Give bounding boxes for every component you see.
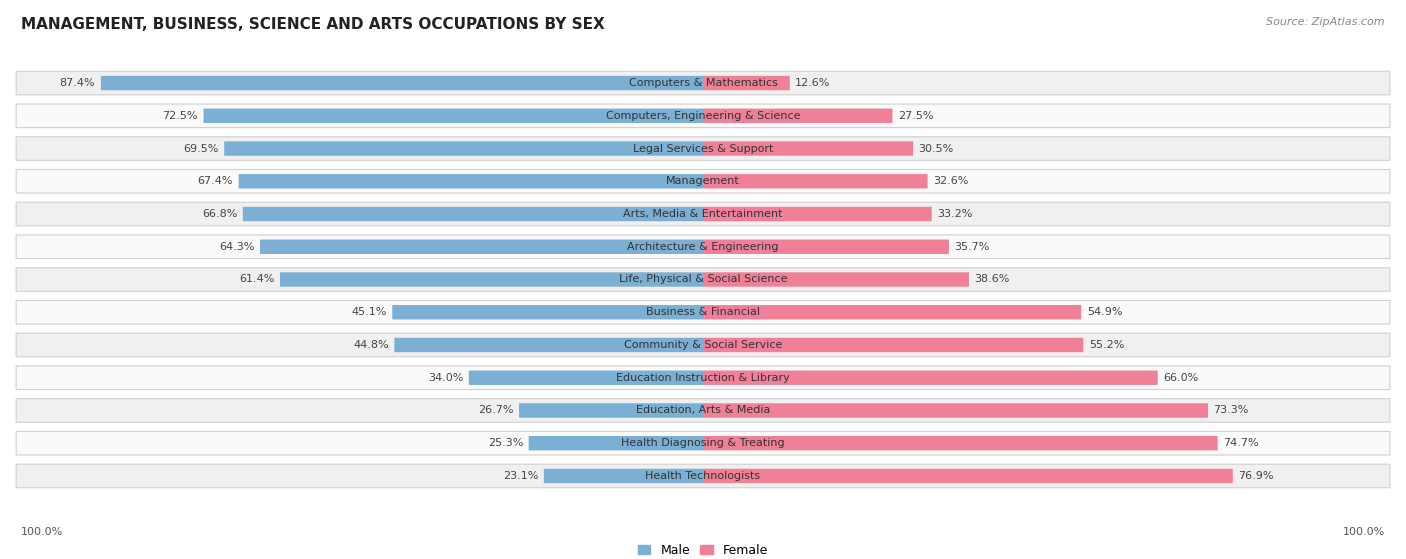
- Text: Life, Physical & Social Science: Life, Physical & Social Science: [619, 274, 787, 285]
- FancyBboxPatch shape: [392, 305, 703, 319]
- Text: Legal Services & Support: Legal Services & Support: [633, 144, 773, 154]
- FancyBboxPatch shape: [260, 240, 703, 254]
- FancyBboxPatch shape: [15, 432, 1391, 455]
- Text: 33.2%: 33.2%: [938, 209, 973, 219]
- FancyBboxPatch shape: [703, 207, 932, 221]
- Text: 23.1%: 23.1%: [503, 471, 538, 481]
- FancyBboxPatch shape: [703, 174, 928, 188]
- FancyBboxPatch shape: [15, 268, 1391, 291]
- FancyBboxPatch shape: [703, 240, 949, 254]
- Text: 38.6%: 38.6%: [974, 274, 1010, 285]
- Text: 67.4%: 67.4%: [198, 176, 233, 186]
- FancyBboxPatch shape: [204, 108, 703, 123]
- FancyBboxPatch shape: [703, 436, 1218, 451]
- FancyBboxPatch shape: [703, 469, 1233, 483]
- FancyBboxPatch shape: [15, 104, 1391, 127]
- Text: 27.5%: 27.5%: [898, 111, 934, 121]
- Text: Education, Arts & Media: Education, Arts & Media: [636, 405, 770, 415]
- FancyBboxPatch shape: [280, 272, 703, 287]
- Text: 34.0%: 34.0%: [427, 373, 463, 383]
- Text: 74.7%: 74.7%: [1223, 438, 1258, 448]
- FancyBboxPatch shape: [703, 108, 893, 123]
- Text: Arts, Media & Entertainment: Arts, Media & Entertainment: [623, 209, 783, 219]
- FancyBboxPatch shape: [224, 141, 703, 156]
- FancyBboxPatch shape: [15, 202, 1391, 226]
- Text: 100.0%: 100.0%: [21, 527, 63, 537]
- FancyBboxPatch shape: [519, 403, 703, 418]
- FancyBboxPatch shape: [394, 338, 703, 352]
- Text: Community & Social Service: Community & Social Service: [624, 340, 782, 350]
- Text: Management: Management: [666, 176, 740, 186]
- FancyBboxPatch shape: [703, 76, 790, 90]
- Text: 12.6%: 12.6%: [796, 78, 831, 88]
- FancyBboxPatch shape: [529, 436, 703, 451]
- Text: 73.3%: 73.3%: [1213, 405, 1249, 415]
- FancyBboxPatch shape: [15, 366, 1391, 390]
- Text: 35.7%: 35.7%: [955, 241, 990, 252]
- FancyBboxPatch shape: [703, 141, 912, 156]
- Text: Computers & Mathematics: Computers & Mathematics: [628, 78, 778, 88]
- FancyBboxPatch shape: [15, 399, 1391, 422]
- Text: Health Diagnosing & Treating: Health Diagnosing & Treating: [621, 438, 785, 448]
- Text: Computers, Engineering & Science: Computers, Engineering & Science: [606, 111, 800, 121]
- Text: 45.1%: 45.1%: [352, 307, 387, 318]
- FancyBboxPatch shape: [15, 137, 1391, 160]
- FancyBboxPatch shape: [15, 333, 1391, 357]
- Text: 66.0%: 66.0%: [1163, 373, 1198, 383]
- Text: 66.8%: 66.8%: [202, 209, 238, 219]
- FancyBboxPatch shape: [703, 305, 1081, 319]
- FancyBboxPatch shape: [544, 469, 703, 483]
- FancyBboxPatch shape: [703, 338, 1083, 352]
- FancyBboxPatch shape: [101, 76, 703, 90]
- Text: Architecture & Engineering: Architecture & Engineering: [627, 241, 779, 252]
- Text: 44.8%: 44.8%: [353, 340, 389, 350]
- Text: 61.4%: 61.4%: [239, 274, 274, 285]
- Text: 30.5%: 30.5%: [918, 144, 953, 154]
- Text: 64.3%: 64.3%: [219, 241, 254, 252]
- FancyBboxPatch shape: [15, 71, 1391, 95]
- FancyBboxPatch shape: [15, 169, 1391, 193]
- Text: 25.3%: 25.3%: [488, 438, 523, 448]
- FancyBboxPatch shape: [239, 174, 703, 188]
- FancyBboxPatch shape: [468, 371, 703, 385]
- Text: Business & Financial: Business & Financial: [645, 307, 761, 318]
- Legend: Male, Female: Male, Female: [633, 539, 773, 559]
- Text: MANAGEMENT, BUSINESS, SCIENCE AND ARTS OCCUPATIONS BY SEX: MANAGEMENT, BUSINESS, SCIENCE AND ARTS O…: [21, 17, 605, 32]
- Text: 32.6%: 32.6%: [934, 176, 969, 186]
- Text: 55.2%: 55.2%: [1088, 340, 1125, 350]
- Text: Health Technologists: Health Technologists: [645, 471, 761, 481]
- FancyBboxPatch shape: [703, 272, 969, 287]
- FancyBboxPatch shape: [15, 300, 1391, 324]
- FancyBboxPatch shape: [15, 235, 1391, 259]
- Text: 54.9%: 54.9%: [1087, 307, 1122, 318]
- Text: 87.4%: 87.4%: [59, 78, 96, 88]
- Text: 26.7%: 26.7%: [478, 405, 513, 415]
- Text: 72.5%: 72.5%: [163, 111, 198, 121]
- FancyBboxPatch shape: [15, 464, 1391, 488]
- FancyBboxPatch shape: [243, 207, 703, 221]
- Text: 100.0%: 100.0%: [1343, 527, 1385, 537]
- Text: Education Instruction & Library: Education Instruction & Library: [616, 373, 790, 383]
- FancyBboxPatch shape: [703, 403, 1208, 418]
- Text: 69.5%: 69.5%: [183, 144, 219, 154]
- Text: Source: ZipAtlas.com: Source: ZipAtlas.com: [1267, 17, 1385, 27]
- FancyBboxPatch shape: [703, 371, 1157, 385]
- Text: 76.9%: 76.9%: [1239, 471, 1274, 481]
